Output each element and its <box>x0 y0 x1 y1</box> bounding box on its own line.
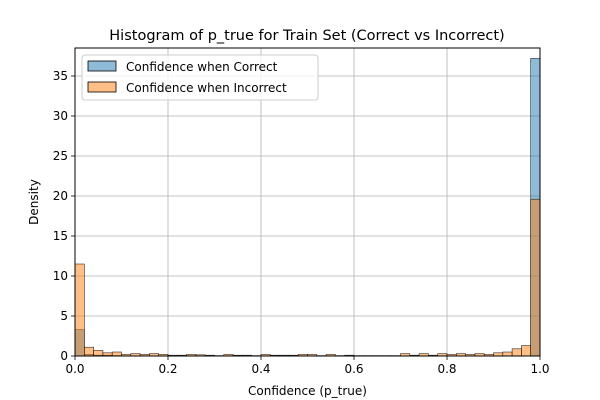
y-axis-ticks: 0 5 10 15 20 25 30 35 <box>53 69 75 363</box>
legend-box <box>81 54 319 101</box>
plot-frame <box>74 47 541 357</box>
bar-incorrect <box>530 198 541 357</box>
y-tick-label: 25 <box>53 149 68 163</box>
bar-incorrect <box>74 263 85 357</box>
y-axis-label: Density <box>27 179 41 225</box>
bar-incorrect <box>511 348 522 357</box>
x-tick-label: 0.8 <box>437 362 456 376</box>
x-tick-label: 0.6 <box>344 362 363 376</box>
legend-label-incorrect: Confidence when Incorrect <box>126 81 287 95</box>
bar-incorrect <box>111 351 122 357</box>
y-tick-label: 0 <box>60 349 68 363</box>
bar-incorrect <box>502 351 513 357</box>
y-tick-label: 20 <box>53 189 68 203</box>
x-axis-ticks: 0.0 0.2 0.4 0.6 0.8 1.0 <box>65 356 550 376</box>
y-tick-label: 5 <box>60 309 68 323</box>
x-tick-label: 0.4 <box>251 362 270 376</box>
legend-swatch-incorrect <box>87 81 117 93</box>
x-tick-label: 0.0 <box>65 362 84 376</box>
x-axis-label: Confidence (p_true) <box>248 384 367 398</box>
bars-correct <box>74 58 541 357</box>
bar-incorrect <box>84 346 94 357</box>
bar-incorrect <box>521 345 532 357</box>
y-tick-label: 10 <box>53 269 68 283</box>
chart-title: Histogram of p_true for Train Set (Corre… <box>109 28 504 44</box>
x-tick-label: 1.0 <box>530 362 549 376</box>
bars-incorrect <box>74 198 541 357</box>
legend: Confidence when Correct Confidence when … <box>81 54 319 101</box>
legend-swatch-correct <box>87 60 117 72</box>
bar-incorrect <box>93 350 104 357</box>
y-tick-label: 30 <box>53 109 68 123</box>
x-tick-label: 0.2 <box>158 362 177 376</box>
y-tick-label: 35 <box>53 69 68 83</box>
y-tick-label: 15 <box>53 229 68 243</box>
legend-label-correct: Confidence when Correct <box>126 60 278 74</box>
